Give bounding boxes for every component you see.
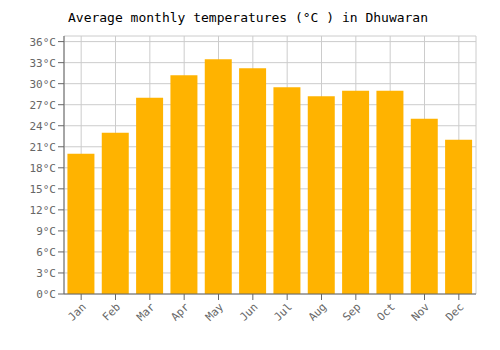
- svg-text:Sep: Sep: [340, 300, 363, 323]
- svg-text:Jan: Jan: [66, 300, 89, 323]
- svg-text:Mar: Mar: [134, 300, 158, 324]
- svg-text:15°C: 15°C: [30, 183, 57, 196]
- svg-text:9°C: 9°C: [36, 225, 56, 238]
- svg-text:Apr: Apr: [169, 300, 193, 324]
- html-text:Average monthly temperatures (: Average monthly temperatures (°C ) in Dh…: [68, 10, 428, 25]
- svg-text:Feb: Feb: [100, 300, 123, 323]
- svg-text:Jul: Jul: [272, 300, 295, 323]
- svg-text:33°C: 33°C: [30, 57, 57, 70]
- svg-text:21°C: 21°C: [30, 141, 57, 154]
- svg-text:36°C: 36°C: [30, 36, 57, 49]
- svg-text:27°C: 27°C: [30, 99, 57, 112]
- svg-text:18°C: 18°C: [30, 162, 57, 175]
- svg-text:May: May: [203, 300, 227, 324]
- svg-text:12°C: 12°C: [30, 204, 57, 217]
- svg-text:Jun: Jun: [237, 300, 260, 323]
- svg-text:24°C: 24°C: [30, 120, 57, 133]
- svg-text:Dec: Dec: [443, 300, 466, 323]
- svg-text:Nov: Nov: [409, 300, 433, 324]
- svg-text:Oct: Oct: [375, 300, 398, 323]
- svg-text:Aug: Aug: [306, 300, 329, 323]
- svg-text:0°C: 0°C: [36, 288, 56, 301]
- svg-text:3°C: 3°C: [36, 267, 56, 280]
- svg-text:30°C: 30°C: [30, 78, 57, 91]
- svg-text:6°C: 6°C: [36, 246, 56, 259]
